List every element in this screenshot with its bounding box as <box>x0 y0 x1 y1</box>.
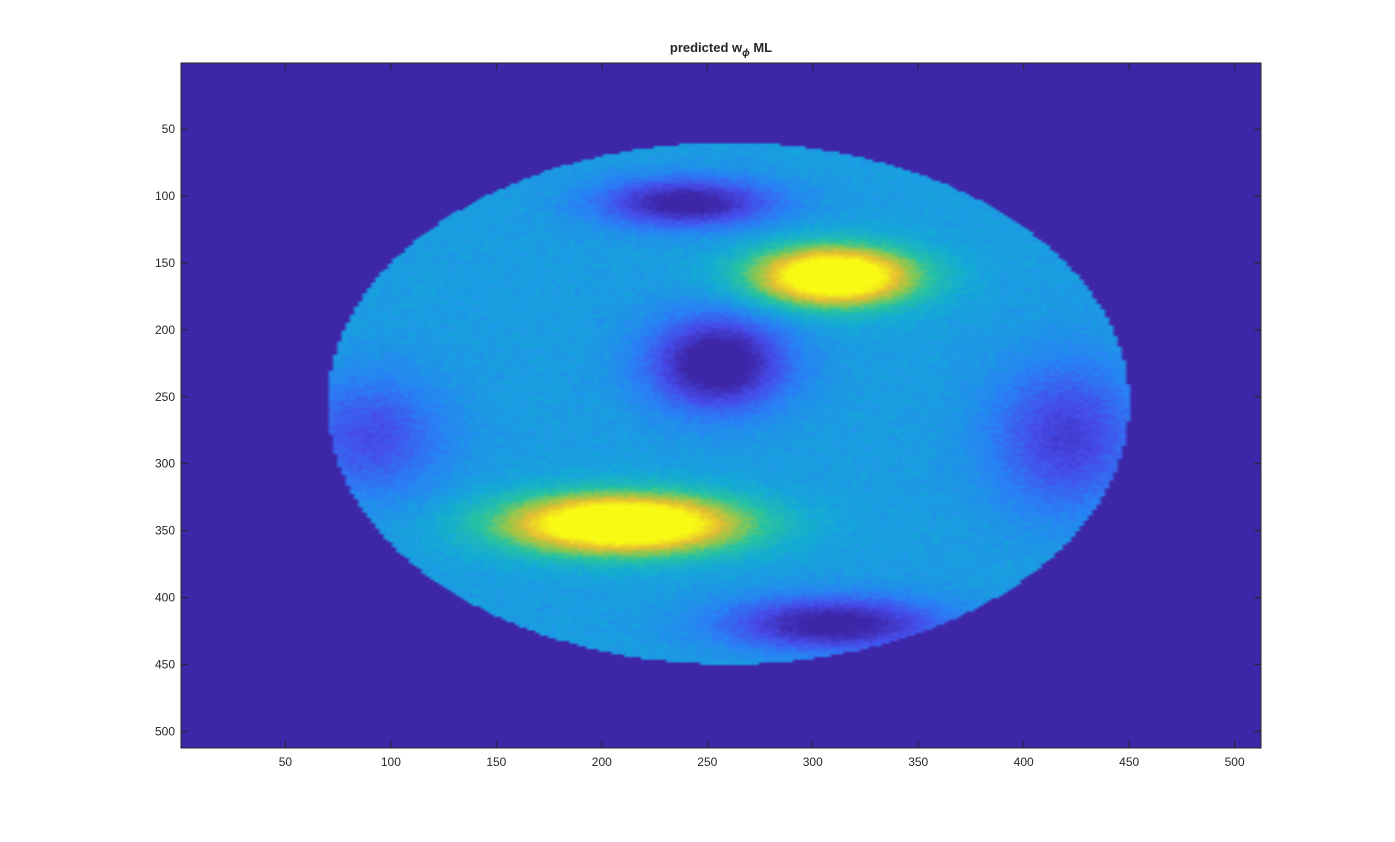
y-tick-label: 300 <box>155 457 175 471</box>
y-axis: 50 100 150 200 250 300 350 400 450 500 <box>155 122 1261 738</box>
heatmap-image <box>181 63 1261 748</box>
y-tick-label: 450 <box>155 657 175 671</box>
y-tick-label: 350 <box>155 524 175 538</box>
chart-title: predicted wϕ ML <box>0 40 1395 59</box>
x-axis: 50 100 150 200 250 300 350 400 450 500 <box>279 63 1245 769</box>
x-tick-label: 350 <box>908 755 928 769</box>
axes-box <box>180 62 1262 749</box>
x-tick-label: 150 <box>486 755 506 769</box>
y-tick-label: 500 <box>155 724 175 738</box>
x-tick-label: 250 <box>697 755 717 769</box>
x-tick-label: 50 <box>279 755 293 769</box>
chart-title-suffix: ML <box>749 40 773 55</box>
y-tick-label: 150 <box>155 256 175 270</box>
y-tick-label: 250 <box>155 390 175 404</box>
x-tick-label: 200 <box>592 755 612 769</box>
chart-title-prefix: predicted w <box>669 40 743 55</box>
x-tick-label: 300 <box>803 755 823 769</box>
x-tick-label: 100 <box>381 755 401 769</box>
x-tick-label: 450 <box>1119 755 1139 769</box>
x-tick-label: 400 <box>1014 755 1034 769</box>
x-tick-label: 500 <box>1225 755 1245 769</box>
y-tick-label: 200 <box>155 323 175 337</box>
y-tick-label: 100 <box>155 189 175 203</box>
y-tick-label: 50 <box>162 122 176 136</box>
chart-title-subscript: ϕ <box>742 48 750 59</box>
y-tick-label: 400 <box>155 590 175 604</box>
